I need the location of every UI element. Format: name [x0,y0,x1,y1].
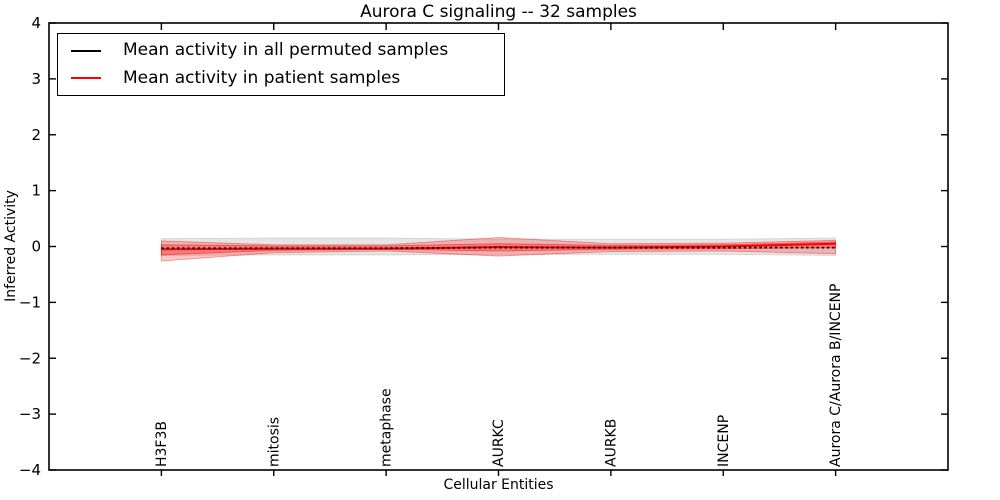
y-tick-label: 2 [31,126,41,144]
x-tick-label: Aurora C/Aurora B/INCENP [828,284,844,467]
patient-samples-std-outer-band [160,237,837,262]
legend-label-permuted: Mean activity in all permuted samples [123,40,449,61]
y-tick-label: −3 [19,405,41,423]
y-axis-title: Inferred Activity [3,190,19,302]
x-tick-label: mitosis [266,417,282,467]
y-tick-label: −1 [19,293,41,311]
y-tick-label: −2 [19,349,41,367]
series-line-permuted [161,246,836,250]
patient-samples-std-inner-band [160,241,837,256]
y-tick-label: 3 [31,70,41,88]
x-tick-label: H3F3B [154,421,170,467]
legend-label-patient: Mean activity in patient samples [123,67,401,88]
legend: Mean activity in all permuted samples Me… [57,33,505,96]
legend-line-sample-permuted [71,49,101,52]
series-line-patient [161,242,836,251]
y-tick-label: −4 [19,461,41,479]
legend-item-patient: Mean activity in patient samples [58,67,504,88]
x-axis-title: Cellular Entities [443,477,554,493]
y-tick-label: 0 [31,238,41,256]
x-tick-label: INCENP [716,415,732,467]
x-tick-label: metaphase [379,388,395,467]
y-tick-label: 4 [31,14,41,32]
legend-item-permuted: Mean activity in all permuted samples [58,42,504,59]
x-tick-label: AURKC [491,419,507,467]
chart-title: Aurora C signaling -- 32 samples [360,2,637,22]
x-tick-label: AURKB [603,419,619,467]
y-tick-label: 1 [31,182,41,200]
legend-line-sample-patient [71,77,101,80]
